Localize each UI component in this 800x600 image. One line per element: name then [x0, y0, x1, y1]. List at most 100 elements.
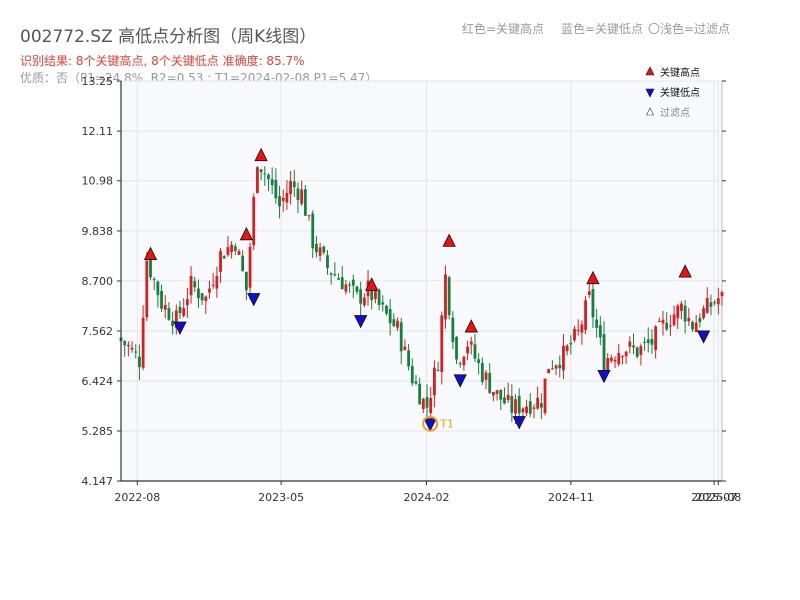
candle-body: [307, 215, 311, 217]
candle-body: [141, 317, 145, 368]
key-high-marker: [239, 226, 254, 241]
candle-body: [289, 180, 293, 195]
candle-body: [646, 339, 650, 343]
candle-body: [547, 368, 551, 374]
candle-body: [573, 328, 576, 341]
candle-body: [178, 306, 182, 314]
candle-body: [204, 296, 208, 301]
candle-body: [374, 290, 377, 299]
candle-body: [222, 256, 226, 259]
candle-body: [558, 364, 562, 369]
candle-body: [657, 320, 661, 322]
candle-body: [491, 391, 495, 396]
candle-body: [598, 325, 602, 338]
legend-filtered-icon: [646, 107, 654, 116]
candle-body: [480, 363, 484, 382]
candle-body: [407, 350, 410, 367]
candle-body: [506, 394, 510, 401]
legend-label: 过滤点: [660, 106, 690, 119]
candle-body: [495, 390, 499, 394]
candle-body: [208, 288, 211, 293]
key-high-marker: [442, 233, 456, 247]
candle-body: [477, 359, 481, 363]
candle-body: [303, 189, 307, 216]
hint-red-high: 红色=关键高点: [462, 22, 545, 36]
y-tick-label: 6.424: [82, 375, 114, 388]
candle-body: [259, 169, 263, 173]
candle-body: [517, 395, 521, 414]
x-tick-label: 2024-11: [548, 491, 594, 504]
candle-body: [329, 273, 333, 275]
candle-body: [654, 326, 658, 351]
candle-body: [123, 341, 127, 346]
candle-body: [377, 289, 381, 305]
x-tick-label: 2025-08: [695, 491, 741, 504]
candle-body: [436, 369, 440, 371]
candle-body: [134, 351, 138, 353]
candle-body: [200, 293, 204, 301]
candle-body: [281, 197, 285, 201]
candle-body: [252, 197, 256, 246]
candle-body: [410, 366, 414, 384]
candle-body: [635, 347, 639, 357]
candle-body: [562, 345, 565, 371]
candle-body: [550, 368, 554, 370]
candle-body: [315, 243, 318, 253]
candle-body: [152, 279, 156, 281]
candle-body: [322, 246, 326, 253]
x-tick-label: 2025-07: [691, 491, 737, 504]
candle-body: [149, 255, 152, 278]
candle-body: [466, 346, 469, 354]
candle-body: [193, 281, 197, 288]
candle-body: [613, 359, 617, 362]
candle-body: [444, 274, 447, 320]
y-tick-label: 5.285: [82, 425, 114, 438]
key-low-marker: [597, 370, 611, 384]
candle-body: [691, 321, 694, 330]
key-low-marker: [423, 418, 437, 432]
legend-high-icon: [645, 66, 655, 76]
candle-body: [668, 325, 672, 327]
candle-body: [584, 300, 587, 330]
candle-body: [683, 305, 687, 322]
candle-body: [536, 397, 540, 409]
candle-body: [126, 344, 130, 347]
candle-body: [469, 341, 473, 345]
candle-body: [185, 299, 189, 306]
candle-body: [263, 173, 267, 175]
candle-body: [296, 188, 300, 200]
candle-body: [525, 406, 528, 413]
candle-body: [632, 345, 635, 348]
candle-body: [473, 344, 477, 359]
candle-body: [267, 174, 270, 180]
y-tick-label: 13.25: [82, 75, 114, 88]
candle-body: [348, 284, 352, 286]
candle-body: [451, 317, 455, 342]
candle-body: [455, 337, 458, 360]
candle-body: [687, 317, 691, 322]
candle-body: [381, 302, 385, 305]
candle-body: [521, 408, 525, 412]
candle-body: [270, 179, 274, 186]
y-tick-label: 12.11: [82, 125, 114, 138]
y-tick-label: 4.147: [82, 475, 114, 488]
candle-body: [256, 167, 259, 193]
legend-label: 关键低点: [660, 86, 700, 99]
candle-body: [230, 244, 234, 253]
candle-body: [698, 317, 702, 323]
candle-body: [510, 396, 514, 413]
candle-body: [219, 251, 222, 272]
candle-body: [661, 319, 665, 324]
candle-body: [145, 260, 149, 318]
candle-body: [285, 192, 289, 203]
key-low-marker: [354, 315, 368, 329]
candle-body: [672, 314, 676, 326]
key-low-marker: [696, 330, 711, 344]
candle-body: [543, 378, 547, 414]
candle-body: [702, 308, 705, 318]
candle-body: [396, 320, 399, 328]
key-high-marker: [254, 147, 268, 162]
hint-light-filtered: 〇浅色=过滤点: [648, 22, 731, 36]
candle-body: [650, 338, 654, 345]
hint-blue-low: 蓝色=关键低点: [561, 22, 644, 36]
